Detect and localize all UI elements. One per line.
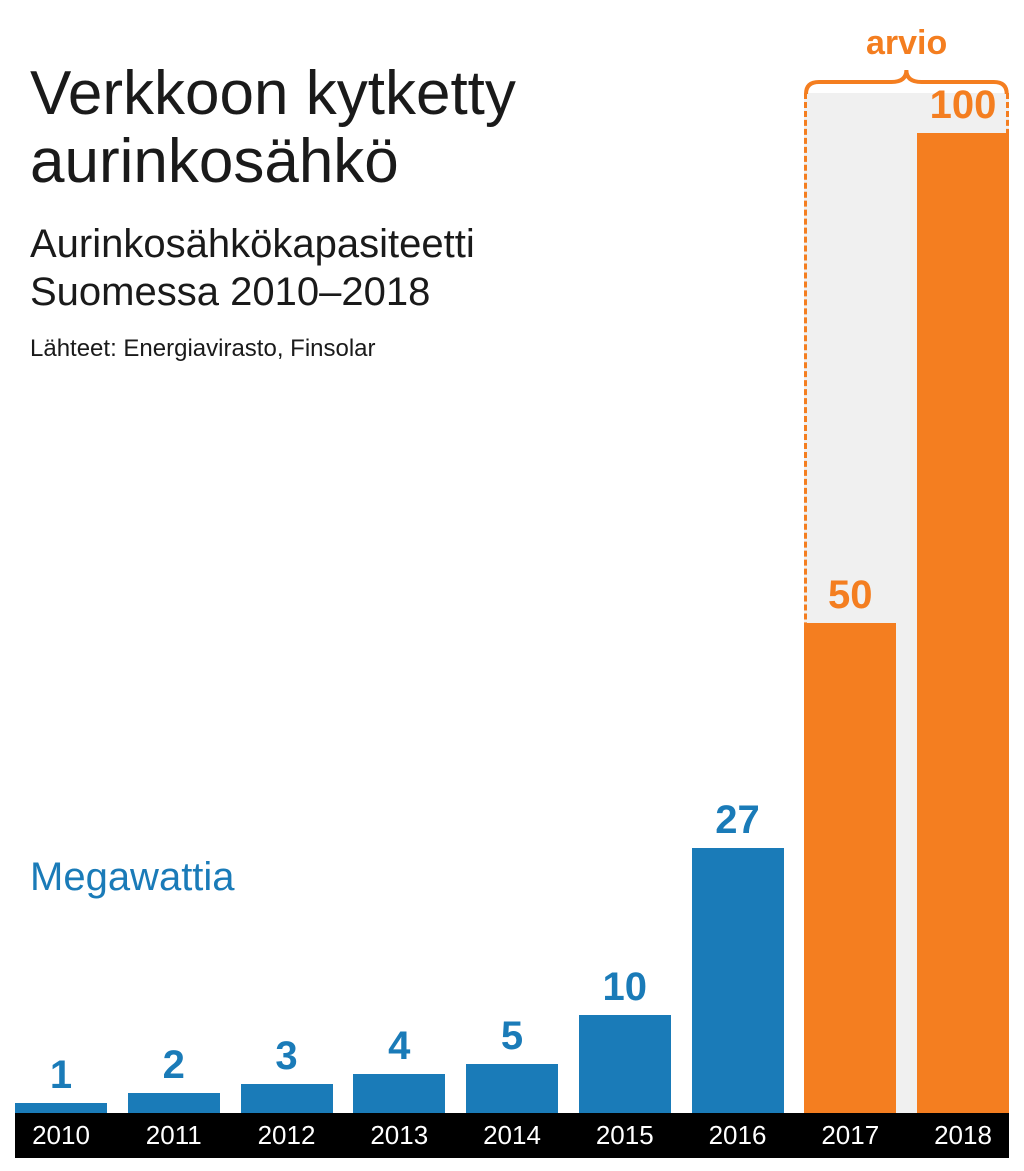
bar-value-label: 2 — [128, 1043, 220, 1088]
x-axis-label: 2016 — [692, 1120, 784, 1151]
bar — [692, 848, 784, 1113]
bar — [917, 133, 1009, 1113]
x-axis-label: 2017 — [804, 1120, 896, 1151]
bar — [353, 1074, 445, 1113]
x-axis-label: 2012 — [241, 1120, 333, 1151]
bar-value-label: 50 — [804, 573, 896, 618]
bar — [579, 1015, 671, 1113]
bar — [241, 1084, 333, 1113]
bar-value-label: 4 — [353, 1024, 445, 1069]
bar-group: 27 — [692, 71, 784, 1113]
estimate-label: arvio — [804, 24, 1009, 63]
bar-group: 3 — [241, 71, 333, 1113]
bar — [15, 1103, 107, 1113]
bar-group: 50 — [804, 71, 896, 1113]
x-axis-label: 2011 — [128, 1120, 220, 1151]
x-axis: 2010 2011 2012 2013 2014 2015 2016 2017 2018 — [15, 1113, 1009, 1158]
bars-container: 12345 10 27 50 100 — [15, 71, 1009, 1113]
x-axis-label: 2018 — [917, 1120, 1009, 1151]
x-axis-label: 2015 — [579, 1120, 671, 1151]
bar-group: 100 — [917, 71, 1009, 1113]
bar-group: 1 — [15, 71, 107, 1113]
bar-value-label: 5 — [466, 1014, 558, 1059]
bar-value-label: 10 — [579, 965, 671, 1010]
bar-value-label: 100 — [917, 83, 1009, 128]
bar-group: 4 — [353, 71, 445, 1113]
bar — [466, 1064, 558, 1113]
bar-group: 2 — [128, 71, 220, 1113]
bar-value-label: 27 — [692, 798, 784, 843]
bar — [804, 623, 896, 1113]
bar — [128, 1093, 220, 1113]
x-axis-label: 2014 — [466, 1120, 558, 1151]
bar-group: 5 — [466, 71, 558, 1113]
chart-area: 12345102750100 2010201120122013201420152… — [0, 71, 1024, 1171]
x-axis-label: 2010 — [15, 1120, 107, 1151]
bar-group: 10 — [579, 71, 671, 1113]
bar-value-label: 1 — [15, 1053, 107, 1098]
bar-value-label: 3 — [241, 1034, 333, 1079]
x-axis-label: 2013 — [353, 1120, 445, 1151]
